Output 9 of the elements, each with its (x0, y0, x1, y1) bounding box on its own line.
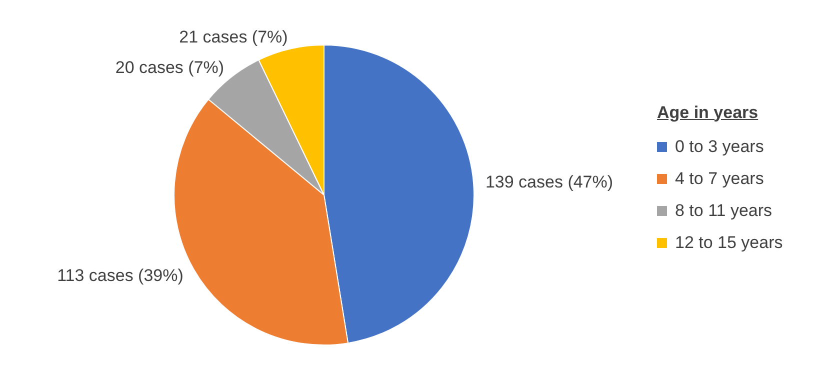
legend-label: 0 to 3 years (675, 136, 764, 156)
data-label: 139 cases (47%) (485, 172, 614, 192)
legend-label: 12 to 15 years (675, 232, 783, 252)
data-label: 21 cases (7%) (179, 28, 288, 47)
data-label: 20 cases (7%) (115, 58, 224, 77)
legend-title: Age in years (657, 102, 760, 122)
legend-label: 8 to 11 years (675, 200, 772, 220)
legend-label: 4 to 7 years (675, 168, 764, 188)
data-label: 113 cases (39%) (57, 266, 184, 285)
